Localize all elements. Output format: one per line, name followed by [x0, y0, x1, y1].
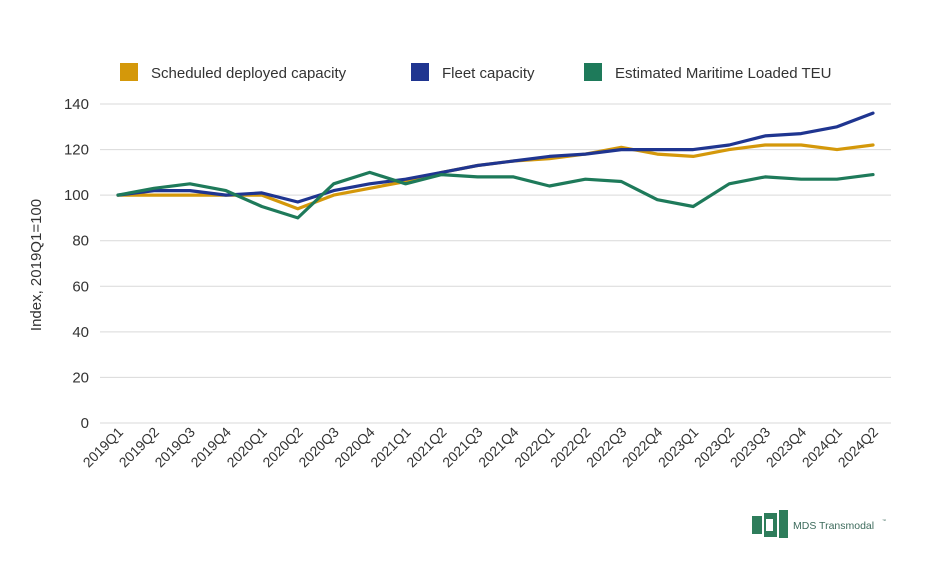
legend-swatch — [584, 63, 602, 81]
y-tick-label: 40 — [72, 324, 89, 341]
legend-swatch — [411, 63, 429, 81]
brand-logo: MDS Transmodal ™ — [752, 510, 886, 538]
legend-swatch — [120, 63, 138, 81]
x-axis-ticks: 2019Q12019Q22019Q32019Q42020Q12020Q22020… — [80, 424, 882, 471]
brand-trademark: ™ — [882, 518, 886, 523]
y-tick-label: 20 — [72, 369, 89, 386]
series-line — [116, 111, 875, 204]
legend-label: Estimated Maritime Loaded TEU — [615, 65, 831, 82]
y-tick-label: 80 — [72, 233, 89, 250]
y-tick-label: 120 — [64, 142, 89, 159]
brand-logo-mark — [752, 516, 762, 534]
chart-legend: Scheduled deployed capacity Fleet capacit… — [120, 63, 831, 82]
chart-series — [116, 111, 875, 220]
series-line — [116, 170, 875, 220]
y-tick-label: 100 — [64, 187, 89, 204]
y-axis-label: Index, 2019Q1=100 — [28, 199, 45, 331]
y-tick-label: 60 — [72, 278, 89, 295]
brand-name: MDS Transmodal — [793, 520, 874, 532]
chart-grid — [100, 103, 891, 424]
brand-logo-mark — [766, 519, 773, 531]
y-axis-ticks: 0 20 40 60 80 100 120 140 — [64, 96, 89, 432]
brand-logo-mark — [779, 510, 788, 538]
y-tick-label: 0 — [81, 415, 89, 432]
y-tick-label: 140 — [64, 96, 89, 113]
legend-label: Fleet capacity — [442, 65, 535, 82]
x-tick-label: 2024Q2 — [835, 424, 882, 471]
legend-label: Scheduled deployed capacity — [151, 65, 347, 82]
